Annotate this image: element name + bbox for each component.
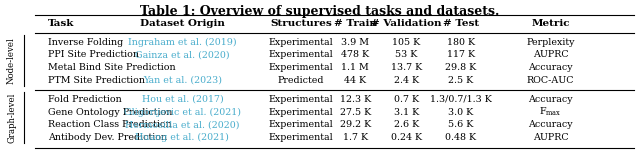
Text: F$_{\mathregular{max}}$: F$_{\mathregular{max}}$ [539,106,562,118]
Text: 0.7 K: 0.7 K [394,95,419,104]
Text: # Train: # Train [334,19,376,28]
Text: AUPRC: AUPRC [532,133,568,142]
Text: Metal Bind Site Prediction: Metal Bind Site Prediction [48,63,175,72]
Text: 180 K: 180 K [447,38,475,47]
Text: Graph-level: Graph-level [7,93,16,143]
Text: 29.2 K: 29.2 K [340,120,371,129]
Text: 27.5 K: 27.5 K [340,108,371,117]
Text: Perplexity: Perplexity [526,38,575,47]
Text: Accuracy: Accuracy [528,120,573,129]
Text: Inverse Folding: Inverse Folding [48,38,124,47]
Text: Experimental: Experimental [268,108,333,117]
Text: Experimental: Experimental [268,63,333,72]
Text: Reaction Class Prediction: Reaction Class Prediction [48,120,172,129]
Text: 2.6 K: 2.6 K [394,120,419,129]
Text: Experimental: Experimental [268,50,333,59]
Text: Node-level: Node-level [7,37,16,84]
Text: 3.9 M: 3.9 M [341,38,369,47]
Text: Experimental: Experimental [268,38,333,47]
Text: Metric: Metric [531,19,570,28]
Text: 12.3 K: 12.3 K [340,95,371,104]
Text: 1.1 M: 1.1 M [341,63,369,72]
Text: Dataset Origin: Dataset Origin [140,19,225,28]
Text: Fold Prediction: Fold Prediction [48,95,122,104]
Text: Hermosilla et al. (2020): Hermosilla et al. (2020) [125,120,239,129]
Text: 13.7 K: 13.7 K [391,63,422,72]
Text: Table 1: Overview of supervised tasks and datasets.: Table 1: Overview of supervised tasks an… [140,5,500,18]
Text: Experimental: Experimental [268,133,333,142]
Text: PPI Site Prediction: PPI Site Prediction [48,50,139,59]
Text: PTM Site Prediction: PTM Site Prediction [48,76,145,85]
Text: Yan et al. (2023): Yan et al. (2023) [143,76,222,85]
Text: Accuracy: Accuracy [528,95,573,104]
Text: Experimental: Experimental [268,120,333,129]
Text: 3.1 K: 3.1 K [394,108,419,117]
Text: Gene Ontology Prediction: Gene Ontology Prediction [48,108,172,117]
Text: 3.0 K: 3.0 K [448,108,474,117]
Text: 478 K: 478 K [341,50,369,59]
Text: 1.3/0.7/1.3 K: 1.3/0.7/1.3 K [430,95,492,104]
Text: 105 K: 105 K [392,38,420,47]
Text: 0.24 K: 0.24 K [391,133,422,142]
Text: # Test: # Test [443,19,479,28]
Text: Gainza et al. (2020): Gainza et al. (2020) [135,50,230,59]
Text: # Validation: # Validation [371,19,442,28]
Text: Huang et al. (2021): Huang et al. (2021) [136,133,229,142]
Text: AUPRC: AUPRC [532,50,568,59]
Text: 2.4 K: 2.4 K [394,76,419,85]
Text: Ingraham et al. (2019): Ingraham et al. (2019) [128,37,237,47]
Text: 1.7 K: 1.7 K [342,133,368,142]
Text: Task: Task [48,19,74,28]
Text: ROC-AUC: ROC-AUC [527,76,574,85]
Text: 2.5 K: 2.5 K [448,76,474,85]
Text: 53 K: 53 K [396,50,417,59]
Text: 5.6 K: 5.6 K [448,120,474,129]
Text: 117 K: 117 K [447,50,475,59]
Text: 0.48 K: 0.48 K [445,133,476,142]
Text: 29.8 K: 29.8 K [445,63,476,72]
Text: Structures: Structures [270,19,332,28]
Text: 44 K: 44 K [344,76,366,85]
Text: Experimental: Experimental [268,95,333,104]
Text: Antibody Dev. Prediction: Antibody Dev. Prediction [48,133,167,142]
Text: Hou et al. (2017): Hou et al. (2017) [141,95,223,104]
Text: Accuracy: Accuracy [528,63,573,72]
Text: Gligorijevic et al. (2021): Gligorijevic et al. (2021) [124,108,241,117]
Text: Predicted: Predicted [278,76,324,85]
